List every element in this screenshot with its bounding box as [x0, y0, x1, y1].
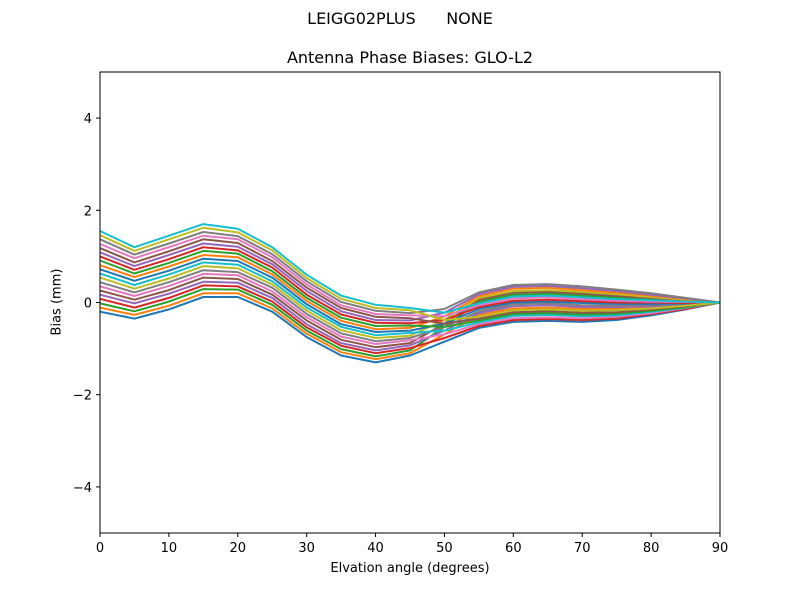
- x-axis-label: Elvation angle (degrees): [330, 561, 490, 576]
- series-line-s12: [99, 254, 721, 331]
- series-line-s15: [99, 242, 721, 322]
- series-line-s13: [99, 249, 721, 328]
- series-line-s04: [99, 284, 721, 355]
- y-tick-label: −4: [73, 481, 92, 496]
- y-tick-label: 0: [84, 297, 92, 312]
- y-axis-ticks: −4 −2 0 2 4: [73, 112, 100, 496]
- chart-title: Antenna Phase Biases: GLO-L2: [286, 48, 534, 67]
- x-tick-label: 40: [367, 541, 384, 556]
- series-line-s20: [99, 223, 721, 314]
- series-line-s18: [99, 231, 721, 315]
- series-line-s07: [99, 272, 721, 345]
- figure-suptitle: LEIGG02PLUS NONE: [307, 9, 493, 28]
- series-line-s19: [99, 226, 721, 321]
- y-tick-label: 4: [84, 112, 92, 127]
- series-line-s02: [99, 292, 721, 361]
- x-tick-label: 80: [643, 541, 660, 556]
- series-line-s16: [99, 238, 721, 325]
- series-line-s17: [99, 234, 721, 318]
- series-line-s08: [99, 269, 721, 343]
- series-line-s09: [99, 265, 721, 339]
- x-tick-label: 50: [436, 541, 453, 556]
- series-line-s06: [99, 276, 721, 349]
- series-line-s05: [99, 280, 721, 352]
- x-tick-label: 90: [712, 541, 729, 556]
- series-layer: [99, 223, 721, 364]
- series-line-s03: [99, 288, 721, 358]
- y-tick-label: 2: [84, 204, 92, 219]
- x-tick-label: 20: [230, 541, 247, 556]
- x-tick-label: 60: [505, 541, 522, 556]
- y-axis-label: Bias (mm): [49, 268, 65, 336]
- x-tick-label: 70: [574, 541, 591, 556]
- x-tick-label: 0: [96, 541, 104, 556]
- series-line-s01: [99, 296, 721, 364]
- series-line-s10: [99, 261, 721, 337]
- x-tick-label: 10: [161, 541, 178, 556]
- x-axis-ticks: 0 10 20 30 40 50 60 70 80 90: [96, 533, 728, 556]
- x-tick-label: 30: [298, 541, 315, 556]
- y-tick-label: −2: [73, 389, 92, 404]
- series-line-s11: [99, 257, 721, 333]
- series-line-s14: [99, 246, 721, 325]
